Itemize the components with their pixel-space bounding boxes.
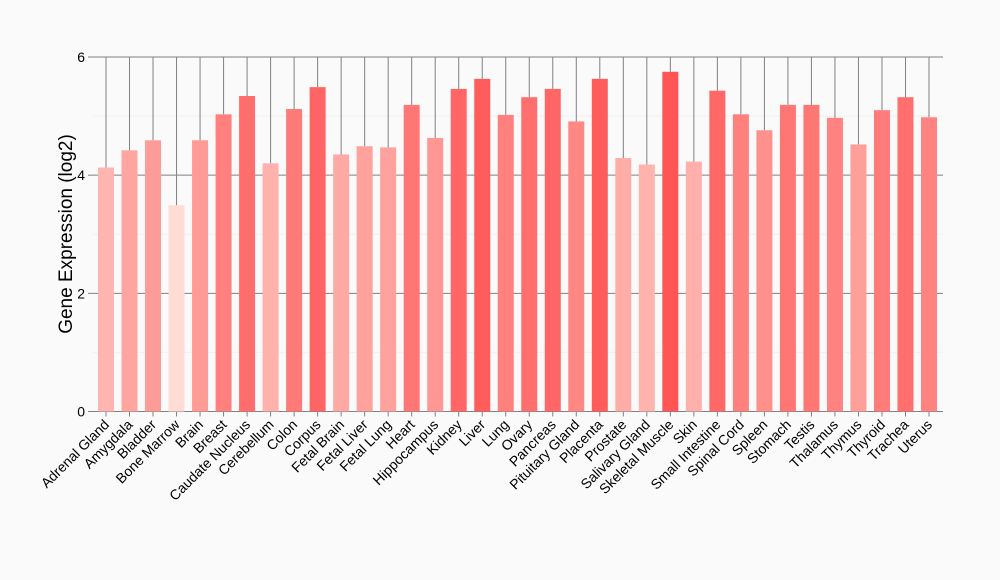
bar-breast (215, 114, 232, 412)
bar-testis (803, 104, 820, 412)
bar-pancreas (544, 88, 561, 412)
y-tick-label: 2 (77, 285, 85, 301)
bar-lung (497, 114, 514, 412)
bar-liver (474, 78, 491, 412)
bar-fetal-brain (333, 154, 350, 412)
bar-small-intestine (709, 90, 726, 412)
bar-salivary-gland (638, 164, 655, 412)
bar-placenta (591, 78, 608, 412)
bar-hippocampus (427, 137, 444, 412)
bar-bone-marrow (168, 205, 185, 412)
bar-amygdala (121, 150, 138, 412)
bar-heart (403, 104, 420, 412)
y-tick-label: 0 (77, 404, 85, 420)
bar-spleen (756, 130, 773, 412)
bar-pituitary-gland (568, 121, 585, 412)
bar-thalamus (826, 117, 843, 412)
bar-skin (685, 161, 702, 412)
y-axis-label: Gene Expression (log2) (56, 134, 77, 334)
bar-colon (286, 108, 303, 412)
bar-bladder (145, 140, 162, 412)
bar-corpus (309, 87, 326, 412)
bar-cerebellum (262, 163, 279, 412)
bar-trachea (897, 97, 914, 412)
bar-ovary (521, 97, 538, 412)
bar-uterus (921, 117, 937, 412)
y-tick-label: 4 (77, 167, 85, 183)
bar-fetal-liver (356, 146, 373, 412)
bar-stomach (779, 104, 796, 412)
bar-caudate-nucleus (239, 95, 256, 412)
bar-kidney (450, 88, 467, 412)
bar-brain (192, 140, 209, 412)
bar-thymus (850, 144, 867, 412)
bar-prostate (615, 158, 632, 412)
bar-fetal-lung (380, 147, 397, 412)
y-tick-label: 6 (77, 49, 85, 65)
bar-adrenal-gland (98, 167, 114, 412)
bar-spinal-cord (732, 114, 749, 412)
bar-thyroid (873, 110, 890, 412)
bar-skeletal-muscle (662, 71, 679, 412)
